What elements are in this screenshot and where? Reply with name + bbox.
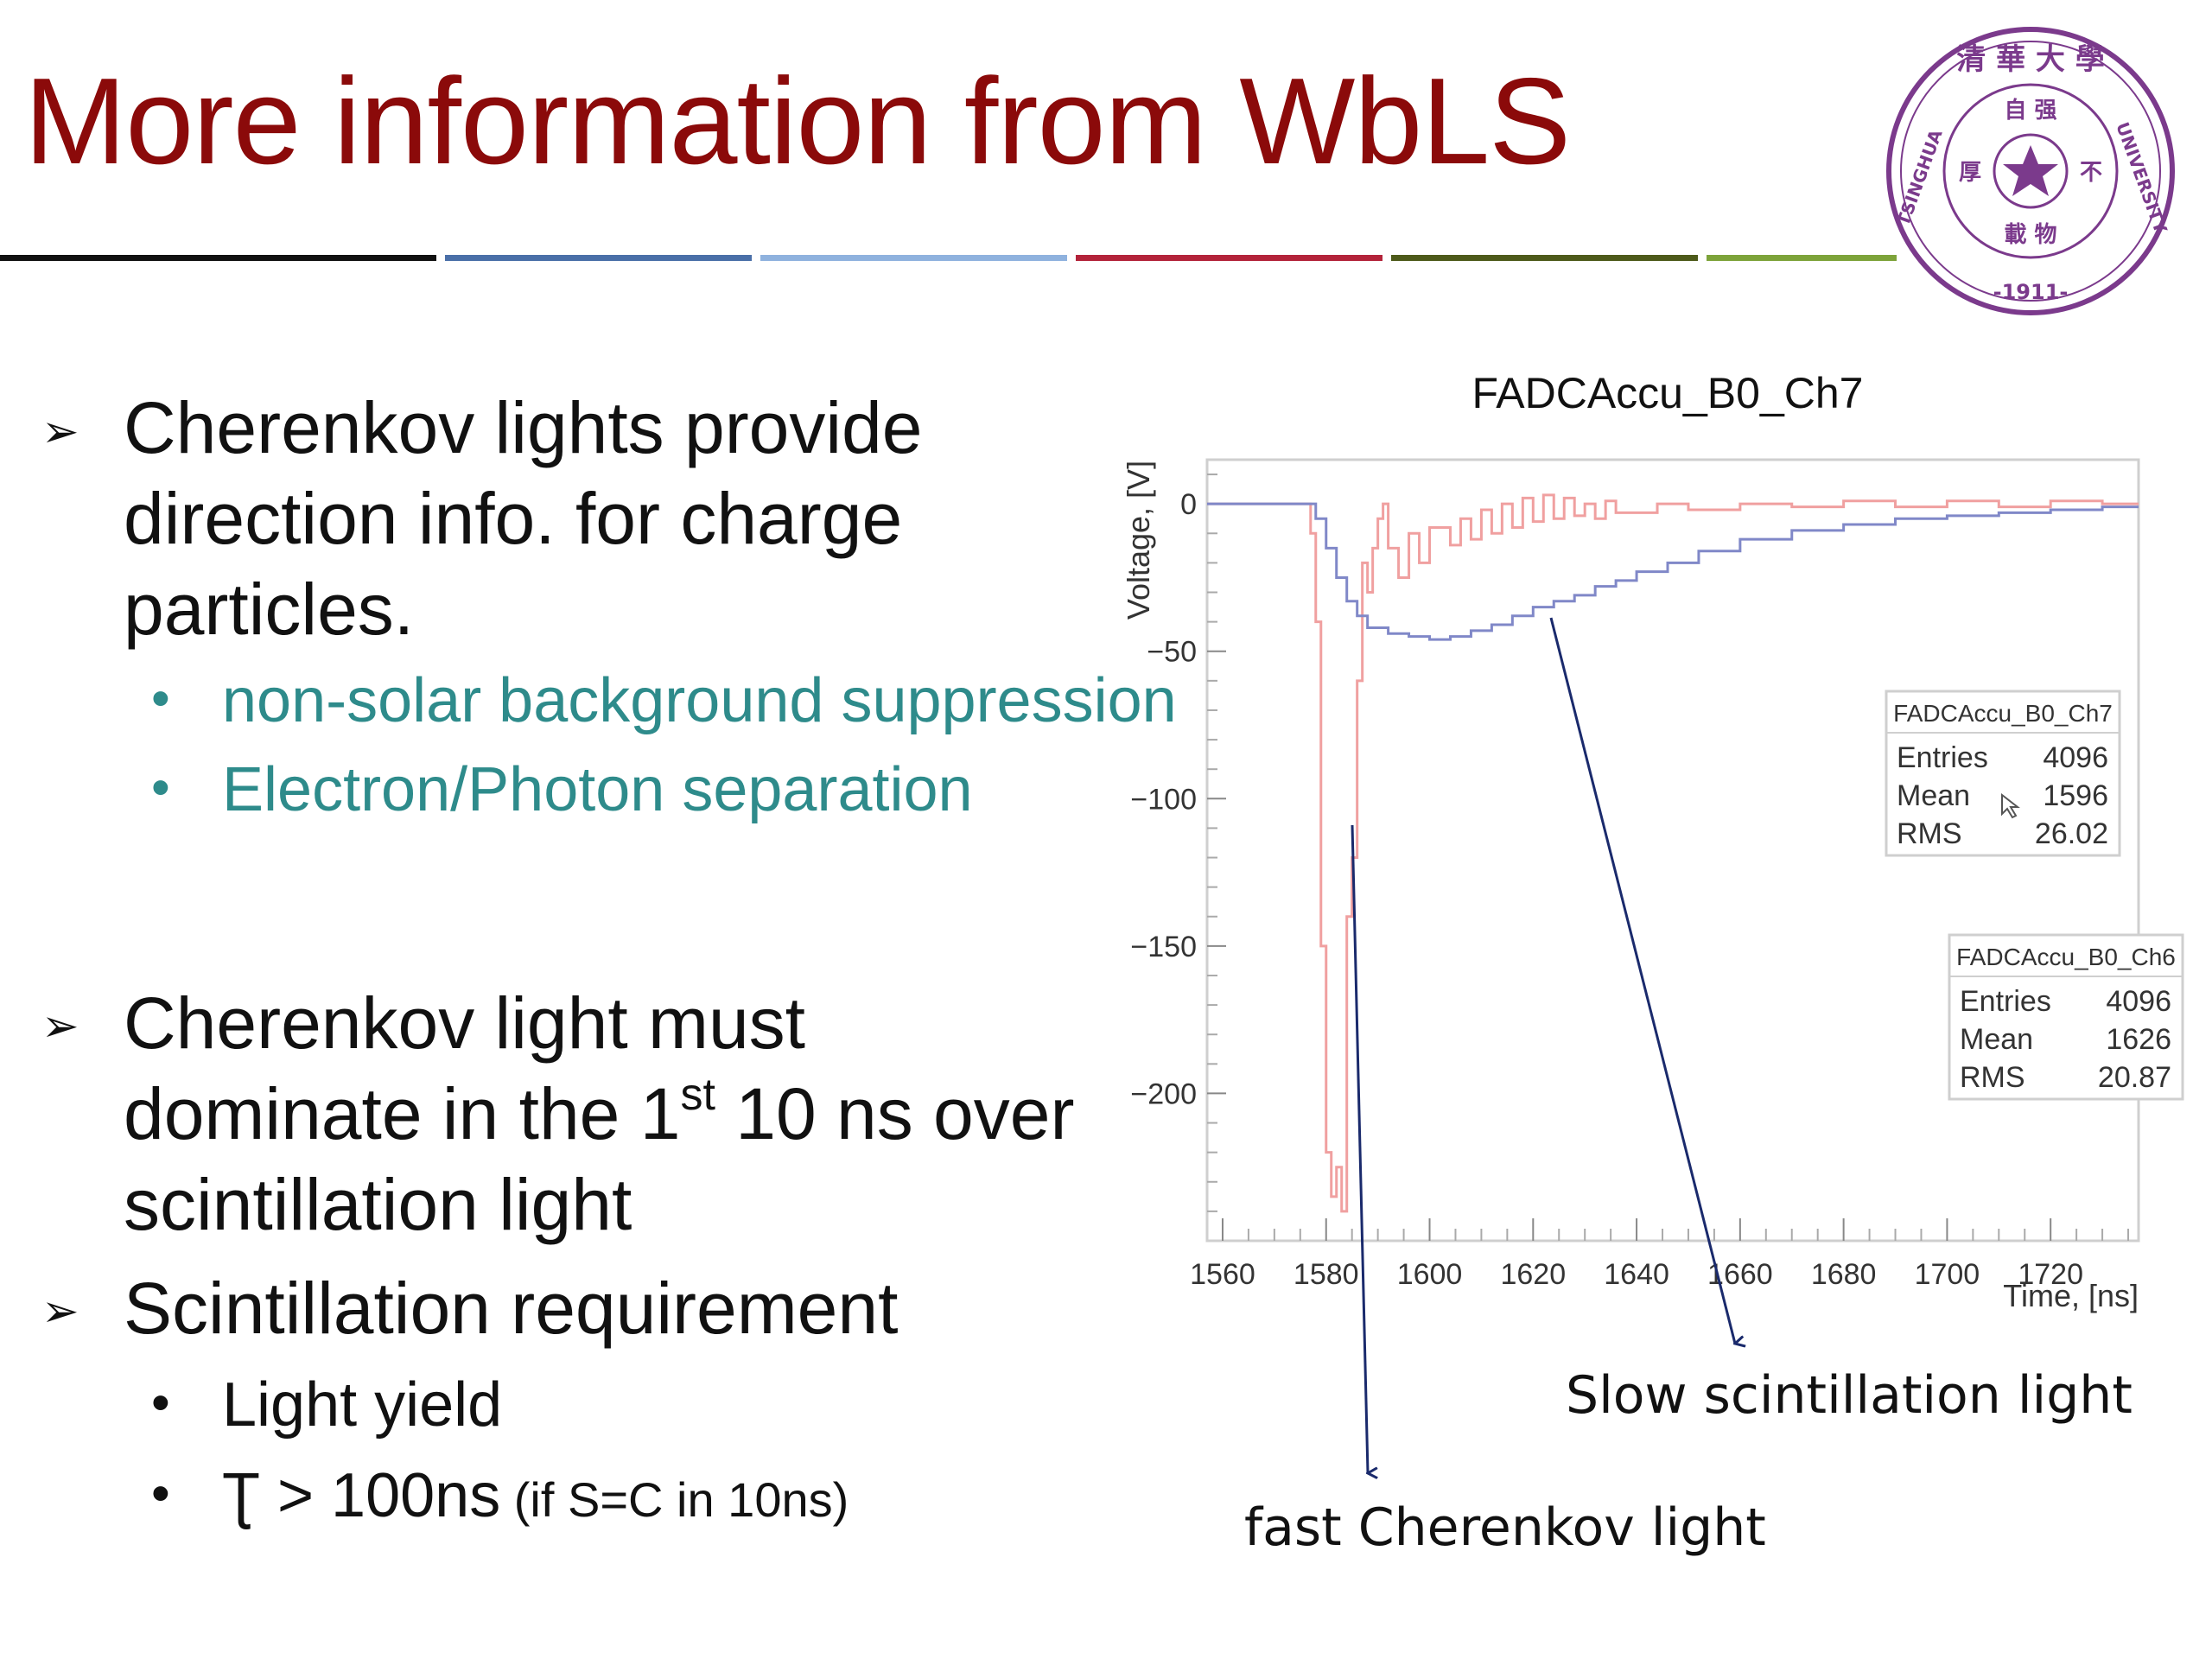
x-tick-label: 1720 — [2018, 1258, 2083, 1291]
stats-rms-value: 20.87 — [2098, 1061, 2171, 1094]
x-tick-label: 1640 — [1604, 1258, 1669, 1291]
bullet-2-line-3: scintillation light — [124, 1164, 632, 1245]
series-line-0 — [1207, 493, 2139, 1213]
stats-mean-label: Mean — [1960, 1023, 2033, 1056]
y-tick-label: −50 — [1147, 636, 1197, 669]
annotation-fast-cherenkov: fast Cherenkov light — [1244, 1497, 1766, 1558]
stats-entries-value: 4096 — [2106, 985, 2171, 1018]
slow-scintillation-arrow — [1549, 617, 1735, 1344]
y-tick-label: −100 — [1130, 783, 1197, 816]
stats-rms-value: 26.02 — [2035, 817, 2108, 850]
stats-box-title: FADCAccu_B0_Ch6 — [1956, 944, 2176, 970]
title-rule-1 — [0, 255, 436, 261]
mouse-cursor-icon — [2001, 792, 2020, 819]
x-tick-label: 1680 — [1811, 1258, 1877, 1291]
y-tick-label: 0 — [1180, 488, 1197, 521]
sub-bullet-electron-photon: Electron/Photon separation — [222, 755, 973, 824]
bullet-arrow-icon: ➢ — [41, 1287, 79, 1337]
x-tick-label: 1600 — [1397, 1258, 1463, 1291]
x-tick-label: 1620 — [1500, 1258, 1566, 1291]
chart-title: FADCAccu_B0_Ch7 — [1471, 369, 1863, 417]
bullet-2-line-2: dominate in the 1st 10 ns over — [124, 1070, 1075, 1154]
bullet-3-line-1: Scintillation requirement — [124, 1268, 899, 1349]
y-tick-label: −200 — [1130, 1077, 1197, 1110]
bullet-1-line-3: particles. — [124, 569, 415, 650]
bullet-2-line-1: Cherenkov light must — [124, 982, 806, 1064]
x-tick-label: 1700 — [1915, 1258, 1980, 1291]
sub-bullet-background-suppression: non-solar background suppression — [222, 666, 1177, 735]
slide-title: More information from WbLS — [24, 53, 1571, 190]
x-axis-label: Time, [ns] — [2003, 1278, 2139, 1313]
title-rule-2 — [445, 255, 752, 261]
bullet-1-line-2: direction info. for charge — [124, 478, 903, 559]
university-seal-logo: 清 華 大 學 -1911- TSINGHUA UNIVERSITY 自 强 載… — [1886, 27, 2175, 315]
stats-mean-value: 1596 — [2043, 779, 2108, 812]
series-line-1 — [1207, 502, 2139, 641]
svg-text:自 强: 自 强 — [2004, 97, 2056, 124]
stats-entries-label: Entries — [1960, 985, 2051, 1018]
y-axis-label: Voltage, [V] — [1121, 461, 1156, 620]
bullet-arrow-icon: ➢ — [41, 407, 79, 457]
sub-bullet-light-yield: Light yield — [222, 1370, 503, 1440]
annotation-slow-scintillation: Slow scintillation light — [1566, 1365, 2133, 1426]
bullet-arrow-icon: ➢ — [41, 1001, 79, 1052]
x-tick-label: 1560 — [1190, 1258, 1255, 1291]
fast-cherenkov-arrow — [1351, 824, 1368, 1473]
stats-mean-label: Mean — [1897, 779, 1970, 812]
stats-entries-label: Entries — [1897, 741, 1988, 774]
svg-text:清 華 大 學: 清 華 大 學 — [1956, 42, 2105, 77]
sub-bullet-decay-time: Ʈ > 100ns (if S=C in 10ns) — [222, 1461, 849, 1530]
sub-bullet-dot-icon: • — [151, 1464, 170, 1523]
y-tick-label: −150 — [1130, 931, 1197, 963]
svg-text:厚: 厚 — [1959, 160, 1981, 186]
stats-rms-label: RMS — [1897, 817, 1962, 850]
svg-text:不: 不 — [2080, 160, 2102, 186]
title-rule-3 — [760, 255, 1067, 261]
title-rule-4 — [1076, 255, 1382, 261]
bullet-1-line-1: Cherenkov lights provide — [124, 387, 923, 468]
stats-entries-value: 4096 — [2043, 741, 2108, 774]
svg-text:載 物: 載 物 — [2004, 222, 2056, 248]
stats-mean-value: 1626 — [2106, 1023, 2171, 1056]
x-tick-label: 1580 — [1294, 1258, 1359, 1291]
svg-text:-1911-: -1911- — [1993, 280, 2069, 304]
sub-bullet-dot-icon: • — [151, 669, 170, 728]
stats-box-title: FADCAccu_B0_Ch7 — [1893, 700, 2113, 727]
stats-box-ch7: FADCAccu_B0_Ch7 Entries 4096 Mean 1596 R… — [1885, 690, 2121, 857]
stats-rms-label: RMS — [1960, 1061, 2025, 1094]
title-rule-6 — [1707, 255, 1897, 261]
title-rule-5 — [1391, 255, 1698, 261]
sub-bullet-dot-icon: • — [151, 758, 170, 817]
stats-box-ch6: FADCAccu_B0_Ch6 Entries 4096 Mean 1626 R… — [1948, 933, 2184, 1101]
sub-bullet-dot-icon: • — [151, 1373, 170, 1433]
